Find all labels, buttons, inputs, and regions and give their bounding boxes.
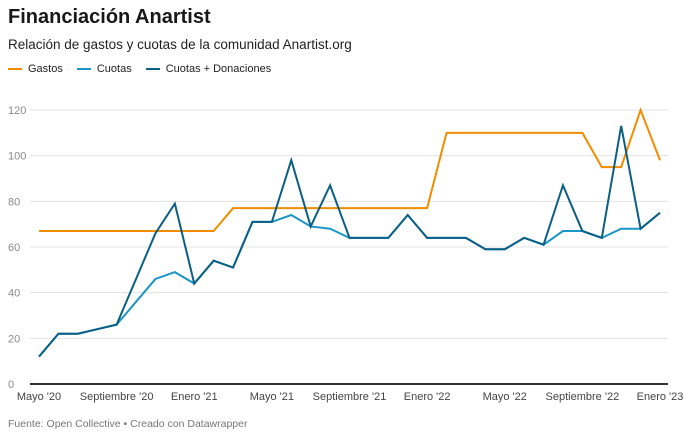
- x-tick-label: Enero '23: [637, 391, 684, 403]
- y-tick-label: 40: [8, 288, 20, 300]
- x-tick-label: Mayo '20: [17, 391, 61, 403]
- legend-swatch: [8, 68, 22, 70]
- legend-item-gastos: Gastos: [8, 63, 63, 75]
- legend-swatch: [76, 68, 91, 70]
- legend-swatch: [145, 68, 160, 70]
- y-tick-label: 0: [8, 379, 14, 391]
- x-tick-label: Enero '21: [171, 391, 218, 403]
- legend: Gastos Cuotas Cuotas + Donaciones: [8, 63, 271, 75]
- x-tick-label: Septiembre '20: [80, 391, 154, 403]
- legend-item-cuotas-donaciones: Cuotas + Donaciones: [145, 63, 272, 75]
- legend-label: Cuotas: [96, 63, 132, 75]
- series-line-cuotas-donaciones: [38, 125, 661, 358]
- chart-subtitle: Relación de gastos y cuotas de la comuni…: [8, 37, 352, 52]
- y-tick-label: 20: [8, 333, 20, 345]
- legend-item-cuotas: Cuotas: [76, 63, 132, 75]
- series-line-cuotas: [38, 211, 661, 358]
- x-tick-label: Mayo '22: [483, 391, 527, 403]
- x-tick-label: Mayo '21: [250, 391, 294, 403]
- legend-label: Cuotas + Donaciones: [165, 63, 272, 75]
- x-tick-label: Septiembre '22: [546, 391, 620, 403]
- y-tick-label: 80: [8, 196, 20, 208]
- chart-title: Financiación Anartist: [8, 6, 211, 28]
- y-tick-label: 60: [8, 242, 20, 254]
- y-tick-label: 120: [8, 105, 26, 117]
- x-tick-label: Enero '22: [404, 391, 451, 403]
- x-tick-label: Septiembre '21: [313, 391, 387, 403]
- y-tick-label: 100: [8, 151, 26, 163]
- legend-label: Gastos: [28, 63, 63, 75]
- source-footer: Fuente: Open Collective • Creado con Dat…: [8, 418, 248, 430]
- series-line-gastos: [39, 107, 661, 233]
